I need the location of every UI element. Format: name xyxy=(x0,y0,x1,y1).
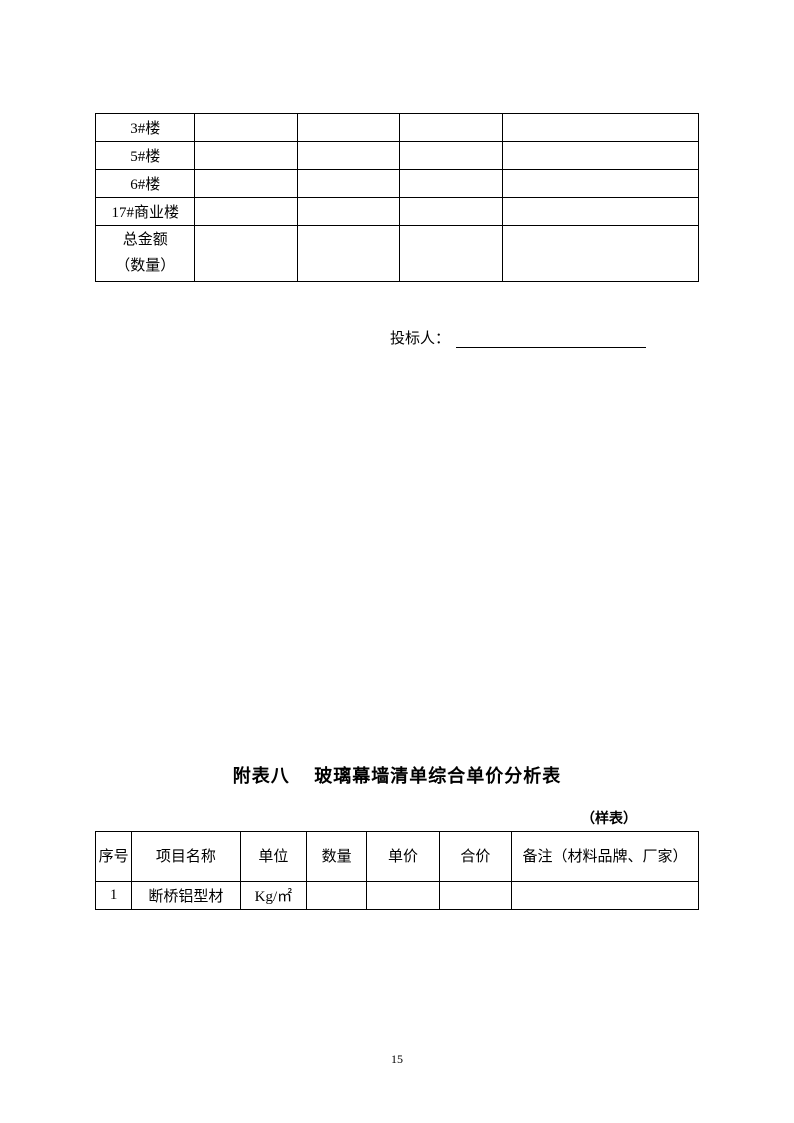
row-label: 总金额 （数量） xyxy=(96,226,195,282)
section-title: 附表八 玻璃幕墙清单综合单价分析表 xyxy=(95,762,699,788)
cell xyxy=(400,114,503,142)
summary-table: 3#楼 5#楼 6#楼 17#商业楼 总金额 （ xyxy=(95,113,699,282)
cell-unit: Kg/㎡ xyxy=(240,882,306,910)
cell xyxy=(400,170,503,198)
row-label: 3#楼 xyxy=(96,114,195,142)
cell xyxy=(502,198,698,226)
cell xyxy=(297,142,400,170)
cell-qty xyxy=(307,882,367,910)
cell-name: 断桥铝型材 xyxy=(132,882,241,910)
cell xyxy=(195,226,298,282)
cell xyxy=(297,170,400,198)
header-total: 合价 xyxy=(439,832,511,882)
table-row: 6#楼 xyxy=(96,170,699,198)
analysis-table: 序号 项目名称 单位 数量 单价 合价 备注（材料品牌、厂家） 1 断桥铝型材 … xyxy=(95,831,699,910)
table-row: 5#楼 xyxy=(96,142,699,170)
cell xyxy=(502,170,698,198)
cell xyxy=(297,198,400,226)
header-seq: 序号 xyxy=(96,832,132,882)
cell xyxy=(195,114,298,142)
cell xyxy=(502,114,698,142)
cell xyxy=(502,226,698,282)
bidder-signature-line: 投标人： xyxy=(95,327,699,348)
cell-total xyxy=(439,882,511,910)
bidder-label: 投标人： xyxy=(390,331,450,347)
cell xyxy=(400,226,503,282)
cell xyxy=(195,142,298,170)
page-number: 15 xyxy=(0,1052,794,1067)
cell xyxy=(400,198,503,226)
cell xyxy=(400,142,503,170)
row-label: 17#商业楼 xyxy=(96,198,195,226)
cell-remark xyxy=(512,882,699,910)
cell-unit-price xyxy=(367,882,439,910)
signature-underline xyxy=(456,347,646,348)
table-row: 1 断桥铝型材 Kg/㎡ xyxy=(96,882,699,910)
sample-label: （样表） xyxy=(95,808,699,828)
table-row: 17#商业楼 xyxy=(96,198,699,226)
table-header-row: 序号 项目名称 单位 数量 单价 合价 备注（材料品牌、厂家） xyxy=(96,832,699,882)
cell xyxy=(195,170,298,198)
cell xyxy=(195,198,298,226)
cell xyxy=(502,142,698,170)
row-label: 5#楼 xyxy=(96,142,195,170)
header-remark: 备注（材料品牌、厂家） xyxy=(512,832,699,882)
header-name: 项目名称 xyxy=(132,832,241,882)
table-row: 3#楼 xyxy=(96,114,699,142)
cell-seq: 1 xyxy=(96,882,132,910)
header-unit: 单位 xyxy=(240,832,306,882)
row-label: 6#楼 xyxy=(96,170,195,198)
cell xyxy=(297,226,400,282)
cell xyxy=(297,114,400,142)
header-unit-price: 单价 xyxy=(367,832,439,882)
table-row: 总金额 （数量） xyxy=(96,226,699,282)
header-qty: 数量 xyxy=(307,832,367,882)
